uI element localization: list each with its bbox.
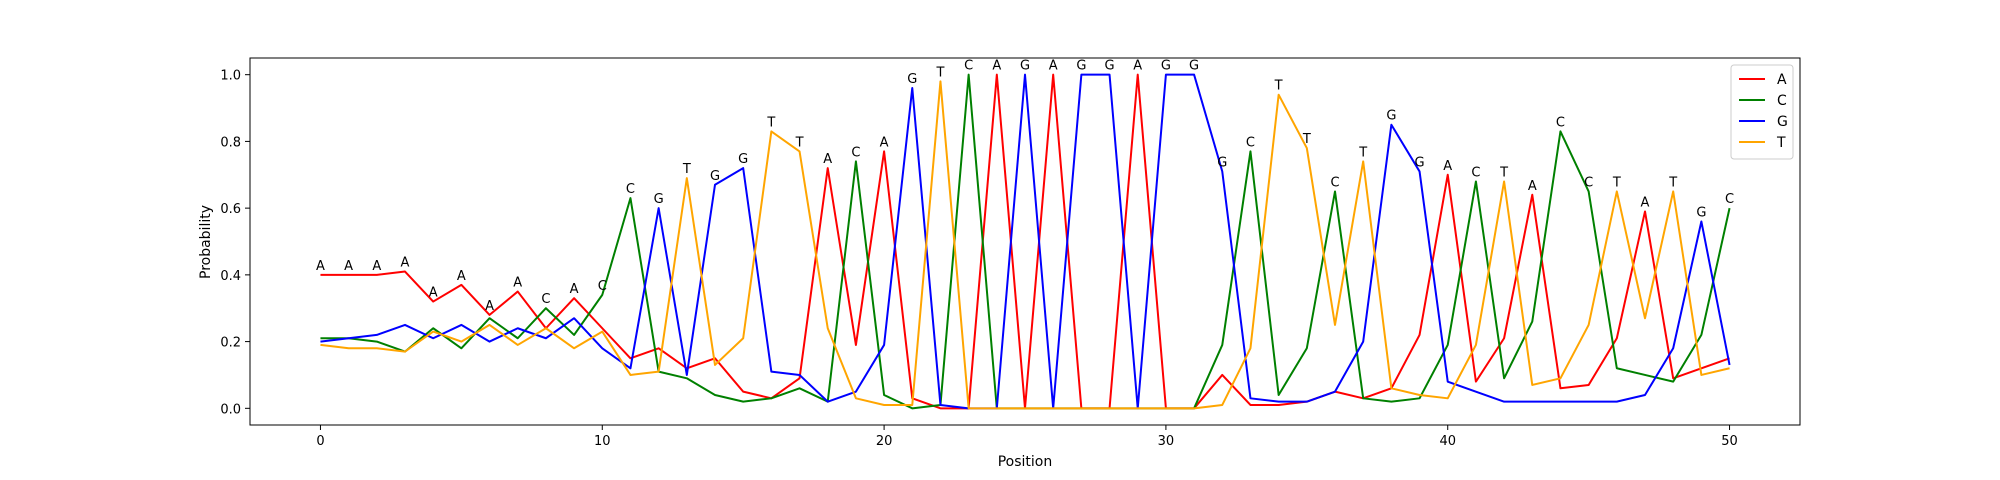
base-annotation: G xyxy=(1696,205,1706,220)
base-annotation: T xyxy=(1358,145,1367,160)
x-tick-label: 50 xyxy=(1721,434,1738,449)
base-annotation: C xyxy=(1584,175,1593,190)
y-axis-label: Probability xyxy=(198,205,214,279)
y-tick-label: 1.0 xyxy=(220,69,241,84)
legend-label-a: A xyxy=(1777,72,1787,88)
legend-label-c: C xyxy=(1777,93,1787,109)
x-tick-label: 30 xyxy=(1158,434,1175,449)
base-annotation: T xyxy=(682,162,691,177)
base-annotation: G xyxy=(1386,109,1396,124)
base-annotation: A xyxy=(401,256,410,271)
base-annotation: T xyxy=(1612,175,1621,190)
base-annotation: T xyxy=(1302,132,1311,147)
base-annotation: G xyxy=(738,152,748,167)
series-line-g xyxy=(320,73,1731,410)
base-annotation: T xyxy=(1668,175,1677,190)
x-tick-label: 40 xyxy=(1439,434,1456,449)
base-annotation: T xyxy=(795,135,804,150)
base-annotation: T xyxy=(1274,79,1283,94)
base-annotation-layer: A A A A A A A A C A C C G T G G T T A C A G T C A G A G G A G G G C T T C T G G… xyxy=(316,59,1734,314)
base-annotation: A xyxy=(992,59,1001,74)
base-annotation: C xyxy=(964,59,973,74)
base-annotation: C xyxy=(1471,165,1480,180)
base-annotation: C xyxy=(851,145,860,160)
plot-frame xyxy=(249,57,1801,426)
base-annotation: C xyxy=(1556,115,1565,130)
legend-label-g: G xyxy=(1777,114,1788,130)
base-annotation: A xyxy=(880,135,889,150)
base-annotation: G xyxy=(1415,155,1425,170)
series-line-t xyxy=(320,80,1730,410)
base-annotation: C xyxy=(1725,192,1734,207)
base-annotation: A xyxy=(316,259,325,274)
x-tick-label: 10 xyxy=(594,434,611,449)
y-tick-label: 0.4 xyxy=(220,269,241,284)
base-annotation: A xyxy=(1443,159,1452,174)
base-annotation: A xyxy=(1133,59,1142,74)
base-annotation: A xyxy=(372,259,381,274)
base-annotation: A xyxy=(1049,59,1058,74)
base-annotation: G xyxy=(907,72,917,87)
base-annotation: G xyxy=(1020,59,1030,74)
y-tick-label: 0.2 xyxy=(220,336,241,351)
base-annotation: A xyxy=(823,152,832,167)
x-tick-label: 20 xyxy=(876,434,893,449)
base-annotation: G xyxy=(1161,59,1171,74)
base-annotation: G xyxy=(1076,59,1086,74)
base-annotation: A xyxy=(1528,179,1537,194)
legend-label-t: T xyxy=(1776,135,1786,151)
base-annotation: A xyxy=(429,286,438,301)
y-axis: 0.0 0.2 0.4 0.6 0.8 1.0 xyxy=(220,69,250,417)
base-annotation: A xyxy=(1641,195,1650,210)
x-axis-label: Position xyxy=(998,454,1053,470)
base-annotation: T xyxy=(935,65,944,80)
x-axis: 0 10 20 30 40 50 xyxy=(316,425,1738,449)
base-annotation: A xyxy=(513,276,522,291)
x-tick-label: 0 xyxy=(316,434,324,449)
series-layer xyxy=(320,73,1731,410)
base-annotation: T xyxy=(766,115,775,130)
base-annotation: G xyxy=(710,169,720,184)
base-annotation: C xyxy=(626,182,635,197)
base-annotation: C xyxy=(541,292,550,307)
y-tick-label: 0.6 xyxy=(220,202,241,217)
base-annotation: C xyxy=(1246,135,1255,150)
base-annotation: C xyxy=(1330,175,1339,190)
base-annotation: G xyxy=(654,192,664,207)
base-annotation: A xyxy=(485,299,494,314)
base-annotation: G xyxy=(1105,59,1115,74)
legend-box xyxy=(1730,64,1794,160)
base-annotation: A xyxy=(344,259,353,274)
y-tick-label: 0.8 xyxy=(220,135,241,150)
base-annotation: A xyxy=(457,269,466,284)
base-annotation: T xyxy=(1499,165,1508,180)
base-annotation: G xyxy=(1189,59,1199,74)
base-annotation: C xyxy=(598,279,607,294)
base-annotation: A xyxy=(570,282,579,297)
y-tick-label: 0.0 xyxy=(220,402,241,417)
base-annotation: G xyxy=(1217,155,1227,170)
